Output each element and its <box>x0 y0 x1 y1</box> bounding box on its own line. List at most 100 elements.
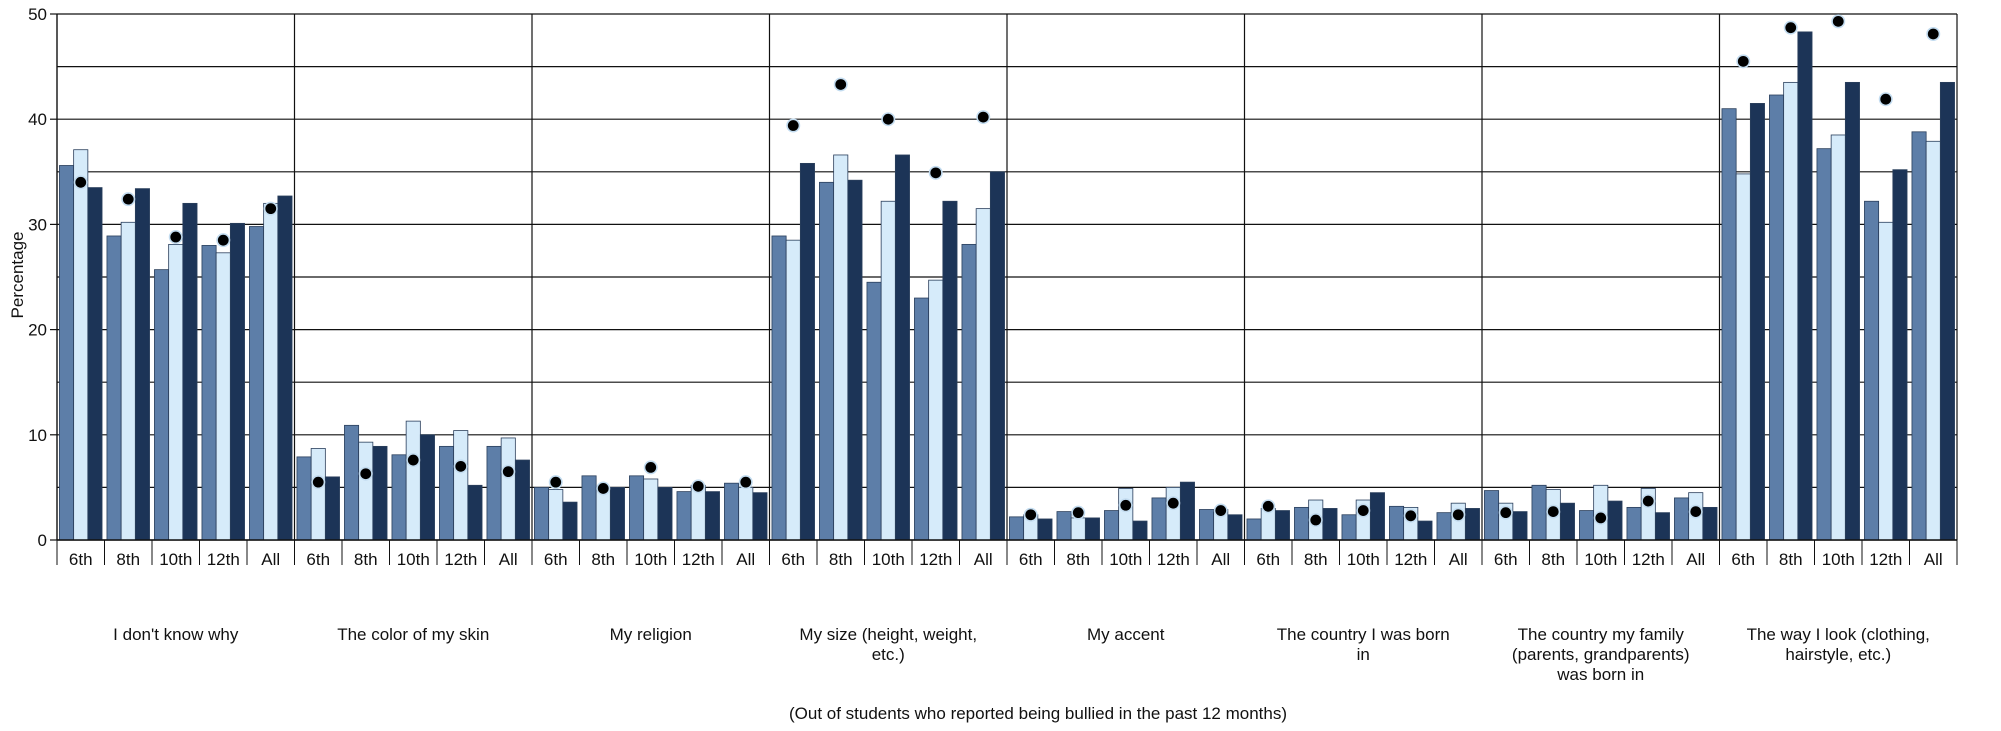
bar <box>1674 497 1690 541</box>
bar <box>1151 497 1167 541</box>
dot-marker <box>1546 504 1561 519</box>
bar <box>989 171 1005 541</box>
bar <box>1607 500 1623 541</box>
x-tick-label: 8th <box>1066 550 1090 569</box>
x-tick-label: 6th <box>544 550 568 569</box>
dot-marker <box>1356 503 1371 518</box>
x-tick-label: 12th <box>1632 550 1665 569</box>
y-tick-label: 40 <box>28 110 47 129</box>
dot-marker <box>1308 513 1323 528</box>
bar <box>277 195 293 541</box>
bar <box>344 424 360 541</box>
dot-marker <box>691 479 706 494</box>
x-tick-label: 12th <box>1394 550 1427 569</box>
bar <box>1056 511 1072 541</box>
x-tick-label: 10th <box>872 550 905 569</box>
x-tick-label: 12th <box>207 550 240 569</box>
x-tick-label: 12th <box>682 550 715 569</box>
dot-marker <box>1213 503 1228 518</box>
x-tick-label: 8th <box>591 550 615 569</box>
bar <box>1037 518 1053 541</box>
bar <box>1464 508 1480 541</box>
bar <box>201 245 217 541</box>
bar <box>372 445 388 541</box>
x-tick-label: 10th <box>1822 550 1855 569</box>
bar <box>819 181 835 541</box>
x-tick-label: 10th <box>634 550 667 569</box>
bar <box>752 492 768 541</box>
x-tick-label: All <box>1924 550 1943 569</box>
dot-marker <box>643 460 658 475</box>
group-label: hairstyle, etc.) <box>1785 645 1891 664</box>
bar <box>799 162 815 541</box>
bar <box>106 235 122 541</box>
dot-marker <box>1783 20 1798 35</box>
bar <box>975 208 991 541</box>
bar <box>1783 81 1799 541</box>
bar <box>1626 506 1642 541</box>
x-tick-label: 6th <box>1494 550 1518 569</box>
bar <box>548 489 564 541</box>
bar <box>1769 94 1785 541</box>
bar <box>894 154 910 541</box>
bar <box>296 456 312 541</box>
x-tick-label: 8th <box>1304 550 1328 569</box>
bar <box>1369 492 1385 541</box>
bar <box>391 454 407 541</box>
bar <box>405 420 421 541</box>
y-tick-label: 30 <box>28 215 47 234</box>
bar <box>439 445 455 541</box>
dot-marker <box>263 201 278 216</box>
x-tick-label: 6th <box>1256 550 1280 569</box>
bar <box>534 486 550 541</box>
dot-marker <box>1498 505 1513 520</box>
bar <box>914 297 930 541</box>
bar <box>609 486 625 541</box>
bar <box>847 179 863 541</box>
bar <box>1702 506 1718 541</box>
x-tick-label: 6th <box>306 550 330 569</box>
bar <box>1878 221 1894 541</box>
dot-marker <box>548 475 563 490</box>
bar <box>880 200 896 541</box>
y-tick-label: 10 <box>28 426 47 445</box>
bar <box>1322 508 1338 541</box>
dot-marker <box>1831 14 1846 29</box>
bar <box>1118 488 1134 541</box>
group-label: etc.) <box>872 645 905 664</box>
bar <box>1925 140 1941 541</box>
x-tick-label: All <box>1449 550 1468 569</box>
bar <box>1084 517 1100 541</box>
dot-marker <box>1926 26 1941 41</box>
dot-marker <box>1878 92 1893 107</box>
dot-marker <box>928 165 943 180</box>
bar <box>1911 131 1927 541</box>
bar <box>562 501 578 541</box>
x-tick-label: 10th <box>1347 550 1380 569</box>
bar <box>1721 108 1737 541</box>
dot-marker <box>1688 504 1703 519</box>
group-label: The country my family <box>1518 625 1685 644</box>
bar <box>771 235 787 541</box>
bar <box>1389 505 1405 541</box>
bar <box>215 252 231 541</box>
bar <box>120 221 136 541</box>
bar <box>1559 502 1575 541</box>
bar <box>168 243 184 541</box>
bar <box>643 478 659 541</box>
bar <box>704 491 720 541</box>
dot-marker <box>73 175 88 190</box>
x-tick-label: 10th <box>1109 550 1142 569</box>
bar <box>942 200 958 541</box>
bar <box>87 187 103 541</box>
dot-marker <box>501 464 516 479</box>
bar <box>928 279 944 541</box>
bar <box>419 434 435 541</box>
bar <box>629 475 645 541</box>
bar <box>500 437 516 541</box>
bar <box>1227 514 1243 541</box>
dot-marker <box>453 459 468 474</box>
bar <box>229 222 245 541</box>
dot-marker <box>1166 496 1181 511</box>
